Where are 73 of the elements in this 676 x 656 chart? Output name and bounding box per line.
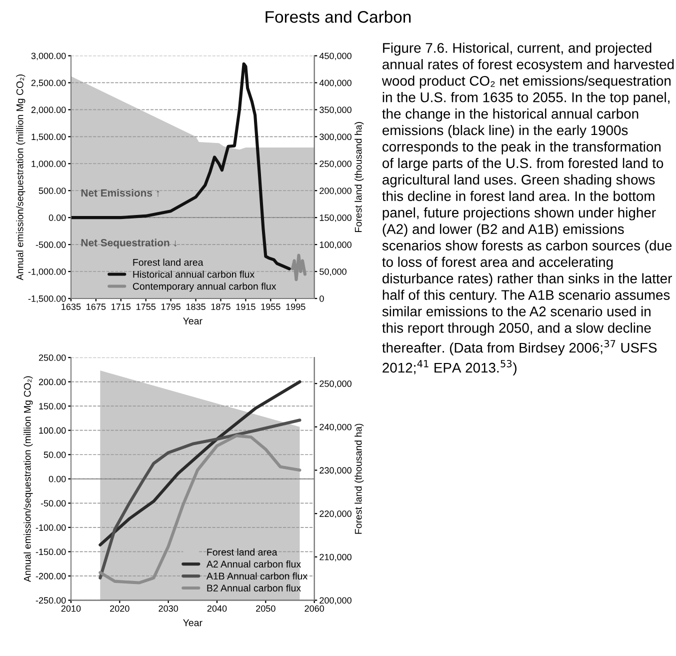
legend-label: A1B Annual carbon flux — [206, 572, 308, 580]
legend-label: Contemporary annual carbon flux — [132, 282, 276, 292]
line-series — [70, 62, 291, 270]
y2-tick-label: 0 — [320, 295, 324, 302]
y-tick-label: 2,500.00 — [31, 80, 66, 88]
x-tick-label: 2040 — [207, 605, 227, 612]
x-tick-label: 1875 — [211, 304, 230, 310]
y2-tick-label: 250,000 — [320, 160, 352, 168]
y-tick-label: -1,500.00 — [28, 295, 66, 303]
y-tick-label: 100.00 — [39, 427, 66, 434]
line-series — [98, 380, 302, 546]
y-tick-label: 1,500.00 — [32, 134, 66, 142]
legend-label: B2 Annual carbon flux — [207, 584, 301, 592]
y-axis-title: Annual emission/sequestration (million Mg CO₂) — [24, 376, 33, 582]
y-tick-label: 3,000.00 — [31, 52, 66, 60]
y2-tick-label: 350,000 — [320, 106, 352, 114]
x-tick-label: 2050 — [256, 605, 276, 612]
chart-title: Forests and Carbon — [266, 10, 411, 23]
y2-tick-label: 210,000 — [320, 554, 352, 562]
y2-tick-label: 200,000 — [320, 188, 352, 196]
y-tick-label: 50.00 — [44, 452, 66, 458]
y2-tick-label: 400,000 — [319, 80, 352, 88]
y-tick-label: 150.00 — [39, 403, 66, 410]
y2-tick-label: 200,000 — [320, 597, 352, 605]
x-tick-label: 2020 — [110, 605, 130, 612]
y2-tick-label: 250,000 — [320, 380, 352, 388]
x-tick-label: 1635 — [62, 304, 81, 310]
x-tick-label: 1995 — [286, 304, 306, 310]
legend-label: Forest land area — [207, 548, 278, 556]
y-tick-label: 250.00 — [38, 354, 66, 361]
x-tick-label: 2010 — [61, 605, 81, 612]
y-tick-label: -200.00 — [36, 572, 66, 580]
x-tick-label: 1795 — [161, 304, 180, 310]
y-tick-label: 200.00 — [38, 378, 66, 386]
legend-label: Historical annual carbon flux — [133, 270, 254, 278]
legend-label: A2 Annual carbon flux — [206, 560, 301, 568]
y-tick-label: 0.00 — [48, 476, 66, 482]
y2-tick-label: 300,000 — [320, 134, 352, 142]
y2-tick-label: 450,000 — [319, 52, 352, 60]
y-tick-label: 500.00 — [38, 188, 66, 194]
x-axis-title: Year — [183, 318, 202, 324]
x-tick-label: 1915 — [236, 304, 256, 310]
x-tick-label: 2060 — [304, 605, 324, 612]
x-tick-label: 1755 — [136, 304, 156, 310]
x-tick-label: 1835 — [186, 304, 206, 310]
y-tick-label: -500.00 — [36, 242, 66, 248]
y2-axis-title: Forest land (thousand ha) — [354, 424, 364, 534]
annotation: Net Emissions ↑ — [81, 188, 160, 197]
x-axis-title: Year — [183, 619, 202, 626]
y-tick-label: 0.00 — [48, 214, 66, 221]
y-tick-label: -1,000.00 — [28, 268, 66, 276]
series-label: Forest land area — [133, 258, 204, 266]
x-tick-label: 1715 — [112, 304, 131, 310]
y2-tick-label: 220,000 — [320, 510, 352, 518]
x-tick-label: 1955 — [261, 304, 280, 310]
y-tick-label: 1,000.00 — [32, 160, 66, 168]
y-tick-label: 2,000.00 — [31, 106, 66, 114]
x-tick-label: 2030 — [158, 605, 178, 612]
y2-tick-label: 230,000 — [320, 467, 352, 475]
text: Figure 7.6. Historical, current, and projected annual rates of forest ecosystem and harvested wood product CO₂ net emissions/sequestration in the U.S. from 1635 to 2055. In the top panel, the change in the historical annual carbon emissions (black line) in the early 1900s corresponds to the peak in the transformation of large parts of the U.S. from forested land to agricultural land uses. Green shading shows this decline in forest land area. In the bottom panel, future projections shown under higher (A2) and lower (B2 and A1B) emissions scenarios show forests as carbon sources (due to loss of forest area and accelerating disturbance rates) rather than sinks in the latter half of this century. The A1B scenario assumes similar emissions to the A2 scenario used in this report through 2050, and a slow decline thereafter. (Data from Birdsey 2006;$^{37}$ USFS 2012;$^{41}$ EPA 2013.$^{53}$) — [382, 42, 674, 376]
line-series — [290, 254, 307, 282]
y2-tick-label: 240,000 — [320, 424, 352, 432]
y-tick-label: -100.00 — [36, 524, 66, 531]
y2-axis-title: Forest land (thousand ha) — [354, 122, 364, 232]
annotation: Net Sequestration ↓ — [81, 238, 177, 248]
y2-tick-label: 150,000 — [320, 214, 352, 222]
y-tick-label: -50.00 — [40, 500, 66, 507]
y-tick-label: -250.00 — [36, 597, 66, 604]
y-tick-label: -150.00 — [36, 548, 66, 556]
y-axis-title: Annual emission/sequestration (million Mg CO₂) — [16, 74, 26, 280]
y2-tick-label: 50,000 — [320, 268, 346, 276]
x-tick-label: 1675 — [86, 304, 106, 310]
y2-tick-label: 100,000 — [320, 242, 352, 249]
